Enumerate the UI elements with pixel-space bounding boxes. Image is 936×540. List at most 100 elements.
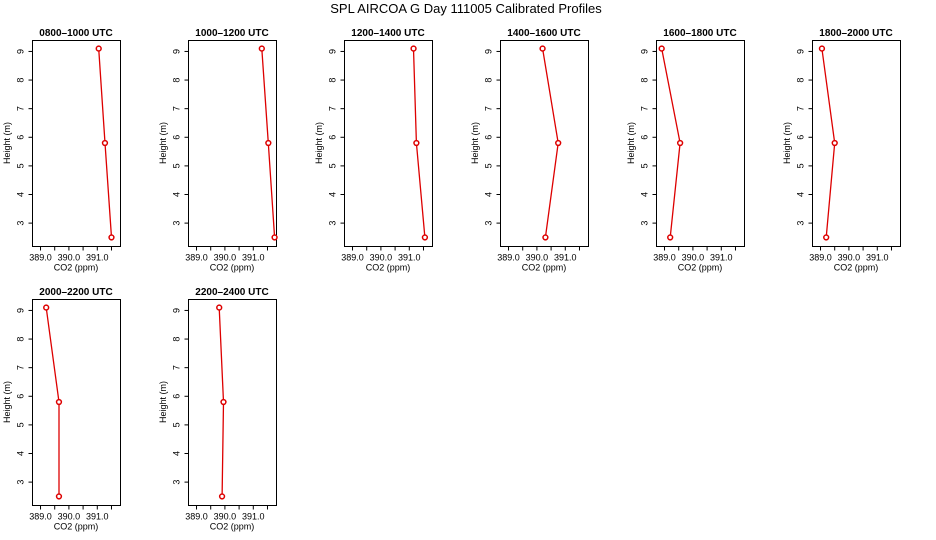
y-tick-label: 7 xyxy=(16,106,26,111)
y-tick-label: 4 xyxy=(172,451,182,456)
y-tick-label: 3 xyxy=(640,221,650,226)
data-point xyxy=(410,45,417,52)
panel-title: 0800–1000 UTC xyxy=(39,28,112,39)
plot-frame xyxy=(32,299,121,506)
plot-frame xyxy=(656,40,745,247)
y-tick-label: 8 xyxy=(484,78,494,83)
x-tick-label: 390.0 xyxy=(214,253,237,263)
y-axis-label: Height (m) xyxy=(158,381,168,423)
y-tick-label: 4 xyxy=(172,192,182,197)
x-tick-label: 391.0 xyxy=(398,253,421,263)
data-point xyxy=(216,304,223,311)
y-axis-label: Height (m) xyxy=(2,122,12,164)
y-tick-label: 4 xyxy=(484,192,494,197)
x-tick-label: 389.0 xyxy=(497,253,520,263)
plot-frame xyxy=(500,40,589,247)
y-tick-label: 7 xyxy=(16,365,26,370)
y-tick-label: 7 xyxy=(640,106,650,111)
y-tick-label: 5 xyxy=(172,422,182,427)
plot-frame xyxy=(812,40,901,247)
y-axis-label: Height (m) xyxy=(626,122,636,164)
y-tick-label: 3 xyxy=(796,221,806,226)
y-tick-label: 7 xyxy=(172,106,182,111)
y-tick-label: 9 xyxy=(484,49,494,54)
x-axis-label: CO2 (ppm) xyxy=(522,263,567,273)
y-tick-label: 8 xyxy=(172,337,182,342)
y-tick-label: 6 xyxy=(796,135,806,140)
plot-frame xyxy=(32,40,121,247)
y-tick-label: 3 xyxy=(484,221,494,226)
y-tick-label: 8 xyxy=(16,78,26,83)
x-tick-label: 391.0 xyxy=(86,253,109,263)
y-tick-label: 6 xyxy=(484,135,494,140)
x-axis-label: CO2 (ppm) xyxy=(678,263,723,273)
y-tick-label: 9 xyxy=(796,49,806,54)
data-point xyxy=(823,234,830,241)
y-tick-label: 9 xyxy=(640,49,650,54)
data-point xyxy=(108,234,115,241)
plot-frame xyxy=(188,40,277,247)
x-tick-label: 389.0 xyxy=(809,253,832,263)
x-tick-label: 389.0 xyxy=(29,512,52,522)
x-tick-label: 390.0 xyxy=(370,253,393,263)
x-tick-label: 389.0 xyxy=(185,253,208,263)
y-tick-label: 7 xyxy=(796,106,806,111)
x-tick-label: 391.0 xyxy=(866,253,889,263)
x-tick-label: 391.0 xyxy=(710,253,733,263)
x-axis-label: CO2 (ppm) xyxy=(210,263,255,273)
y-axis-label: Height (m) xyxy=(782,122,792,164)
y-tick-label: 9 xyxy=(172,308,182,313)
data-point xyxy=(55,398,63,406)
y-tick-label: 4 xyxy=(16,192,26,197)
data-point xyxy=(271,234,278,241)
y-tick-label: 5 xyxy=(328,163,338,168)
y-tick-label: 5 xyxy=(796,163,806,168)
y-tick-label: 5 xyxy=(16,422,26,427)
y-tick-label: 8 xyxy=(640,78,650,83)
x-axis-label: CO2 (ppm) xyxy=(54,263,99,273)
y-tick-label: 8 xyxy=(172,78,182,83)
y-axis-label: Height (m) xyxy=(158,122,168,164)
x-axis-label: CO2 (ppm) xyxy=(366,263,411,273)
x-tick-label: 391.0 xyxy=(242,253,265,263)
panel-title: 2200–2400 UTC xyxy=(195,287,268,298)
x-tick-label: 391.0 xyxy=(554,253,577,263)
y-tick-label: 3 xyxy=(16,221,26,226)
x-tick-label: 390.0 xyxy=(838,253,861,263)
y-tick-label: 4 xyxy=(16,451,26,456)
x-axis-label: CO2 (ppm) xyxy=(834,263,879,273)
y-tick-label: 7 xyxy=(328,106,338,111)
y-axis-label: Height (m) xyxy=(470,122,480,164)
data-point xyxy=(265,139,272,147)
data-point xyxy=(258,45,265,52)
y-tick-label: 4 xyxy=(328,192,338,197)
data-point xyxy=(413,139,420,147)
y-tick-label: 7 xyxy=(484,106,494,111)
data-point xyxy=(218,493,226,500)
x-tick-label: 391.0 xyxy=(242,512,265,522)
x-tick-label: 389.0 xyxy=(653,253,676,263)
x-axis-label: CO2 (ppm) xyxy=(210,522,255,532)
y-tick-label: 4 xyxy=(640,192,650,197)
y-tick-label: 4 xyxy=(796,192,806,197)
x-tick-label: 390.0 xyxy=(58,253,81,263)
y-tick-label: 5 xyxy=(172,163,182,168)
y-tick-label: 8 xyxy=(16,337,26,342)
y-tick-label: 6 xyxy=(16,394,26,399)
y-axis-label: Height (m) xyxy=(314,122,324,164)
y-tick-label: 9 xyxy=(16,308,26,313)
data-point xyxy=(43,304,50,311)
y-tick-label: 6 xyxy=(172,135,182,140)
x-axis-label: CO2 (ppm) xyxy=(54,522,99,532)
y-tick-label: 3 xyxy=(172,480,182,485)
y-tick-label: 7 xyxy=(172,365,182,370)
y-tick-label: 9 xyxy=(172,49,182,54)
data-point xyxy=(658,45,665,52)
plot-frame xyxy=(188,299,277,506)
